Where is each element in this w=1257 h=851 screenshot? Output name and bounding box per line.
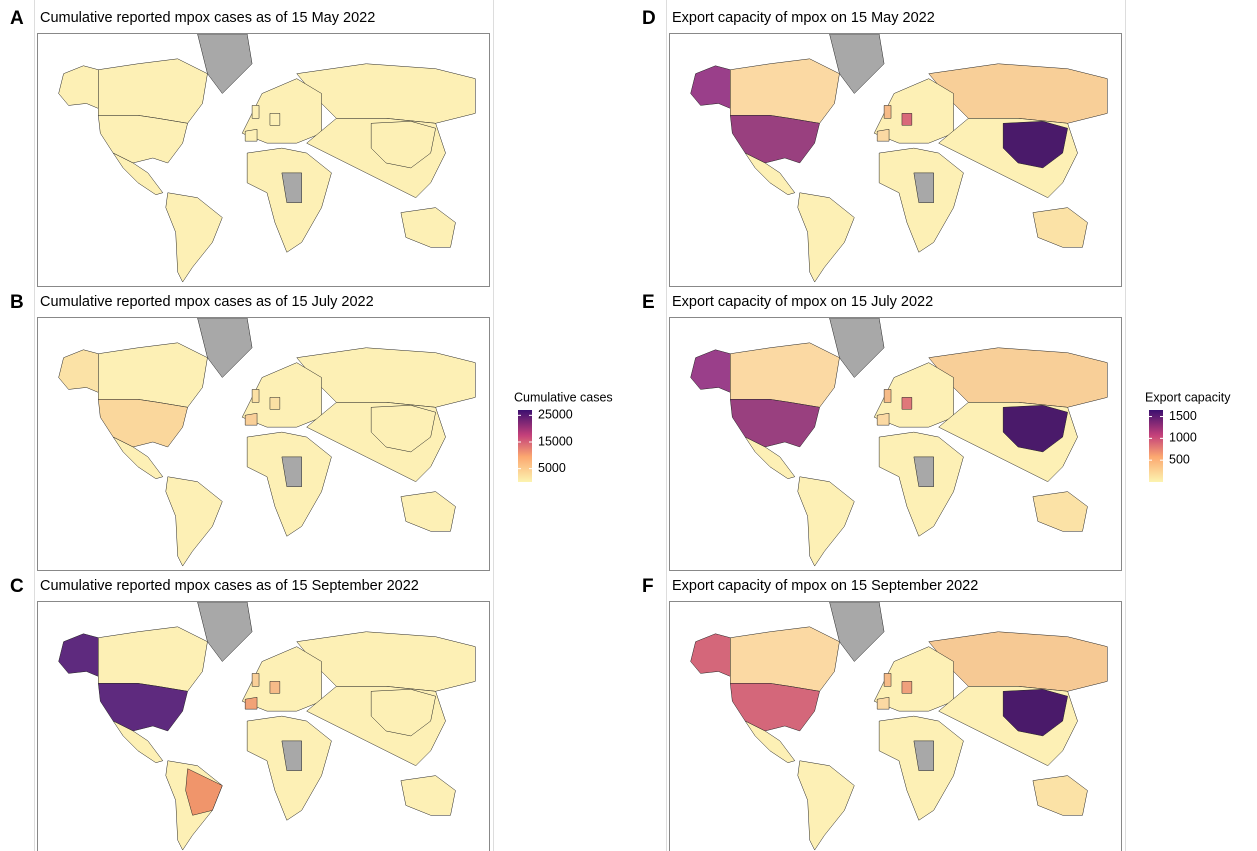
legend-tick-label: 500 <box>1169 452 1190 466</box>
legend-tick-label: 15000 <box>538 434 573 448</box>
panel-title: Export capacity of mpox on 15 July 2022 <box>672 294 934 310</box>
legend-tick-label: 5000 <box>538 461 566 475</box>
legend-tick-label: 25000 <box>538 408 573 422</box>
legend-title: Cumulative cases <box>514 390 613 404</box>
map <box>37 33 490 287</box>
panel-letter: C <box>10 576 24 597</box>
panel-title: Cumulative reported mpox cases as of 15 … <box>40 294 374 310</box>
map <box>669 317 1122 571</box>
divider <box>666 0 667 851</box>
map <box>669 33 1122 287</box>
panel-letter: E <box>642 292 655 313</box>
panel-title: Export capacity of mpox on 15 May 2022 <box>672 10 935 26</box>
panel-title: Cumulative reported mpox cases as of 15 … <box>40 578 419 594</box>
map <box>669 601 1122 851</box>
panel: E Export capacity of mpox on 15 July 202… <box>632 284 1257 571</box>
panel: C Cumulative reported mpox cases as of 1… <box>0 568 628 851</box>
panel: F Export capacity of mpox on 15 Septembe… <box>632 568 1257 851</box>
legend-tick-label: 1500 <box>1169 409 1197 423</box>
legend-title: Export capacity <box>1145 390 1231 404</box>
panel: A Cumulative reported mpox cases as of 1… <box>0 0 628 287</box>
panel-letter: B <box>10 292 24 313</box>
panel-letter: A <box>10 8 24 29</box>
divider <box>493 0 494 851</box>
divider <box>34 0 35 851</box>
map <box>37 601 490 851</box>
panel-letter: D <box>642 8 656 29</box>
map <box>37 317 490 571</box>
legend: Cumulative cases 5000 15000 25000 <box>514 390 613 482</box>
divider <box>1125 0 1126 851</box>
panel-title: Export capacity of mpox on 15 September … <box>672 578 979 594</box>
colorbar <box>518 410 532 482</box>
panel-letter: F <box>642 576 654 597</box>
colorbar <box>1149 410 1163 482</box>
panel-title: Cumulative reported mpox cases as of 15 … <box>40 10 376 26</box>
panel: B Cumulative reported mpox cases as of 1… <box>0 284 628 571</box>
legend-tick-label: 1000 <box>1169 431 1197 445</box>
panel: D Export capacity of mpox on 15 May 2022 <box>632 0 1257 287</box>
legend: Export capacity 500 1000 1500 <box>1145 390 1231 482</box>
